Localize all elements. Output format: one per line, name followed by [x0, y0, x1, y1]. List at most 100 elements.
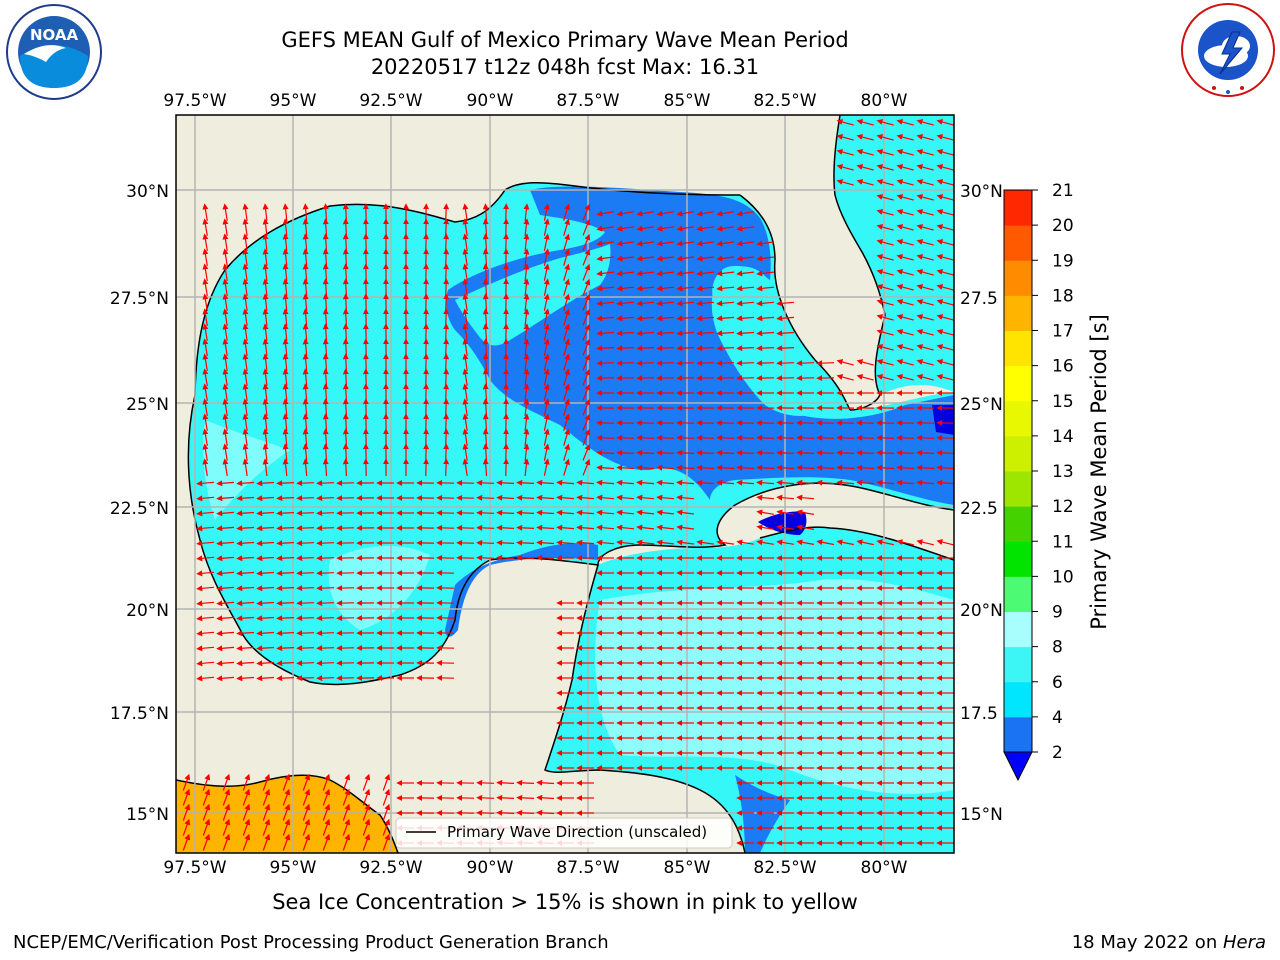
wave-direction-arrow	[936, 434, 954, 441]
wave-direction-arrow	[342, 833, 351, 851]
wave-direction-arrow	[936, 359, 954, 366]
wave-direction-arrow	[262, 233, 269, 251]
wave-direction-arrow	[276, 495, 295, 502]
wave-direction-arrow	[196, 495, 215, 502]
wave-direction-arrow	[736, 315, 755, 322]
wave-direction-arrow	[616, 509, 635, 516]
wave-direction-arrow	[316, 510, 335, 517]
wave-direction-arrow	[563, 308, 570, 326]
wave-direction-arrow	[856, 119, 874, 126]
wave-direction-arrow	[256, 675, 275, 682]
wave-direction-arrow	[576, 494, 595, 501]
wave-direction-arrow	[262, 428, 269, 446]
wave-direction-arrow	[276, 540, 295, 547]
wave-direction-arrow	[582, 413, 591, 431]
wave-direction-arrow	[656, 255, 674, 262]
wave-direction-arrow	[236, 660, 255, 667]
wave-direction-arrow	[756, 494, 775, 501]
wave-direction-arrow	[196, 540, 215, 547]
wave-direction-arrow	[523, 338, 530, 356]
wave-direction-arrow	[756, 509, 774, 516]
wave-direction-arrow	[523, 368, 530, 386]
wave-direction-arrow	[496, 479, 515, 486]
wave-direction-arrow	[262, 398, 269, 416]
wave-direction-arrow	[316, 570, 335, 577]
wave-direction-arrow	[222, 803, 231, 821]
colorbar-segment	[1004, 681, 1032, 718]
wave-direction-arrow	[776, 464, 795, 471]
wave-direction-arrow	[296, 540, 315, 547]
wave-direction-arrow	[342, 323, 349, 342]
wave-direction-arrow	[262, 413, 269, 431]
wave-direction-arrow	[563, 428, 570, 446]
wave-direction-arrow	[716, 315, 735, 322]
wave-direction-arrow	[202, 323, 209, 341]
colorbar-tick-label: 12	[1052, 497, 1074, 517]
wave-direction-arrow	[342, 203, 349, 222]
wave-direction-arrow	[496, 524, 515, 531]
wave-direction-arrow	[222, 248, 229, 266]
wave-direction-arrow	[222, 353, 229, 371]
wave-direction-arrow	[676, 240, 694, 247]
wave-direction-arrow	[796, 479, 815, 486]
wave-direction-arrow	[676, 255, 694, 262]
wave-direction-arrow	[342, 263, 349, 282]
wave-direction-arrow	[543, 293, 550, 311]
wave-direction-arrow	[596, 240, 614, 247]
wave-direction-arrow	[462, 248, 469, 266]
wave-direction-arrow	[443, 248, 450, 267]
colorbar-tick-label: 4	[1052, 708, 1063, 728]
wave-direction-arrow	[696, 434, 715, 441]
wave-direction-arrow	[202, 308, 209, 326]
wave-direction-arrow	[543, 233, 550, 251]
wave-direction-arrow	[596, 360, 615, 367]
wave-direction-arrow	[836, 434, 855, 441]
wave-direction-arrow	[342, 818, 351, 836]
wave-direction-arrow	[182, 818, 191, 836]
wave-direction-arrow	[936, 194, 954, 201]
wave-direction-arrow	[896, 119, 914, 126]
wave-direction-arrow	[242, 338, 249, 356]
wave-direction-arrow	[836, 119, 854, 126]
wave-direction-arrow	[916, 134, 934, 141]
wave-direction-arrow	[256, 525, 275, 532]
wave-direction-arrow	[222, 398, 229, 416]
wave-direction-arrow	[616, 360, 635, 367]
wave-direction-arrow	[282, 773, 291, 791]
wave-direction-arrow	[736, 240, 754, 247]
wave-direction-arrow	[736, 270, 755, 277]
wave-direction-arrow	[596, 270, 615, 277]
wave-direction-arrow	[296, 525, 315, 532]
wave-direction-arrow	[696, 255, 714, 262]
wave-direction-arrow	[462, 338, 469, 356]
wave-direction-arrow	[596, 464, 615, 471]
wave-direction-arrow	[836, 539, 854, 546]
wave-direction-arrow	[736, 330, 755, 337]
wave-direction-arrow	[676, 434, 695, 441]
wave-direction-arrow	[716, 345, 735, 352]
wave-direction-arrow	[316, 540, 335, 547]
wave-direction-arrow	[296, 585, 315, 592]
wave-direction-arrow	[656, 509, 674, 516]
wave-direction-arrow	[543, 413, 550, 431]
lat-label: 17.5°N	[110, 704, 169, 724]
wave-direction-arrow	[676, 539, 694, 546]
wave-direction-arrow	[876, 344, 894, 351]
wave-direction-arrow	[462, 323, 469, 341]
wave-direction-arrow	[543, 263, 550, 281]
wave-direction-arrow	[796, 494, 815, 501]
wave-direction-arrow	[856, 434, 875, 441]
wave-direction-arrow	[296, 630, 315, 637]
wave-direction-arrow	[582, 308, 591, 326]
wave-direction-arrow	[716, 360, 735, 367]
wave-direction-arrow	[262, 458, 269, 476]
wave-direction-arrow	[736, 539, 754, 546]
wave-direction-arrow	[656, 240, 674, 247]
wave-direction-arrow	[656, 524, 674, 531]
yucatan-north-blue	[445, 543, 598, 637]
wave-direction-arrow	[596, 524, 615, 531]
wave-direction-arrow	[656, 330, 675, 337]
wave-direction-arrow	[916, 194, 934, 201]
wave-direction-arrow	[796, 539, 815, 546]
colorbar-segment	[1004, 646, 1032, 683]
